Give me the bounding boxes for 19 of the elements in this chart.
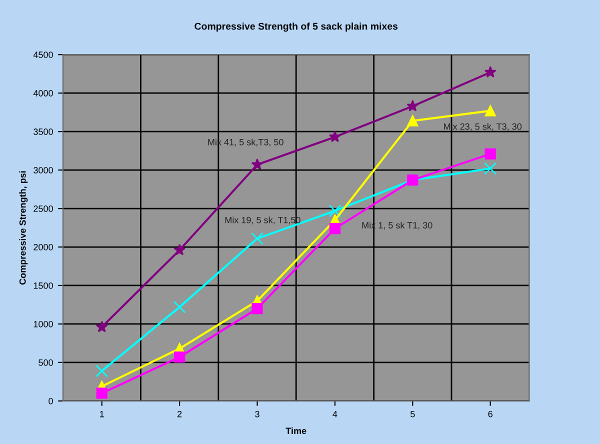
y-tick-label: 2500	[34, 206, 53, 212]
x-axis-title: Time	[286, 427, 306, 434]
y-tick-label: 2000	[34, 244, 53, 250]
x-tick-label: 4	[332, 410, 338, 418]
y-tick-label: 1000	[34, 320, 53, 328]
y-axis-title: Compressive Strength, psi	[19, 171, 28, 285]
chart-title: Compressive Strength of 5 sack plain mixes	[194, 22, 398, 32]
x-tick-label: 2	[177, 410, 182, 418]
y-tick-label: 3000	[34, 167, 53, 174]
x-tick-label: 6	[488, 410, 492, 418]
y-tick-label: 4500	[33, 52, 53, 58]
y-tick-label: 0	[48, 398, 53, 404]
x-tick-label: 1	[100, 410, 104, 418]
y-tick-label: 3500	[34, 128, 53, 135]
x-tick-label: 5	[410, 410, 415, 418]
y-tick-label: 500	[38, 359, 53, 366]
y-tick-label: 1500	[34, 282, 53, 289]
x-tick-label: 3	[255, 410, 260, 418]
y-tick-label: 4000	[33, 90, 53, 96]
